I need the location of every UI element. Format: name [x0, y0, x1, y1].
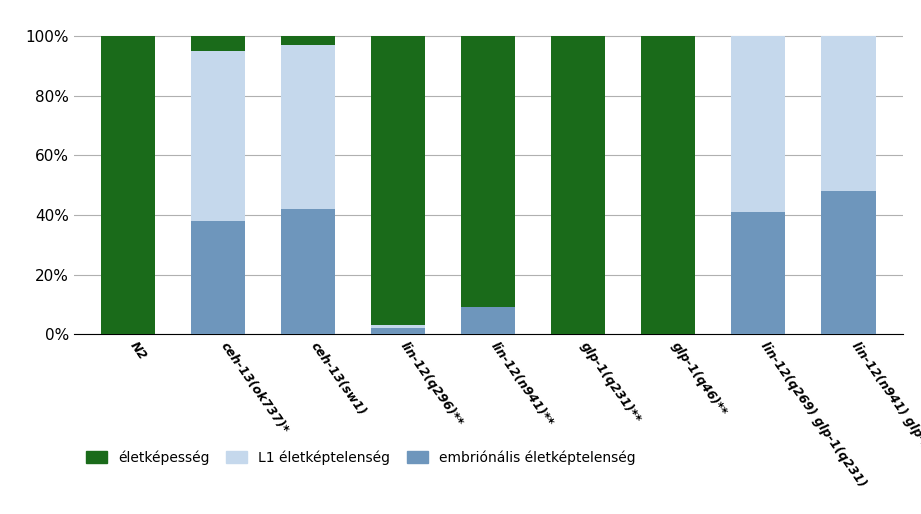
- Bar: [371, 328, 426, 334]
- Bar: [281, 36, 335, 45]
- Bar: [371, 325, 426, 328]
- Bar: [551, 36, 605, 334]
- Bar: [191, 36, 245, 51]
- Bar: [371, 36, 426, 325]
- Bar: [281, 45, 335, 209]
- Bar: [822, 36, 876, 191]
- Bar: [731, 212, 786, 334]
- Bar: [461, 36, 515, 307]
- Bar: [641, 36, 695, 334]
- Bar: [100, 36, 155, 334]
- Bar: [281, 209, 335, 334]
- Legend: életképesség, L1 életképtelenség, embriónális életképtelenség: életképesség, L1 életképtelenség, embrió…: [81, 445, 641, 470]
- Bar: [731, 36, 786, 212]
- Bar: [822, 191, 876, 334]
- Bar: [191, 51, 245, 221]
- Bar: [461, 307, 515, 334]
- Bar: [191, 221, 245, 334]
